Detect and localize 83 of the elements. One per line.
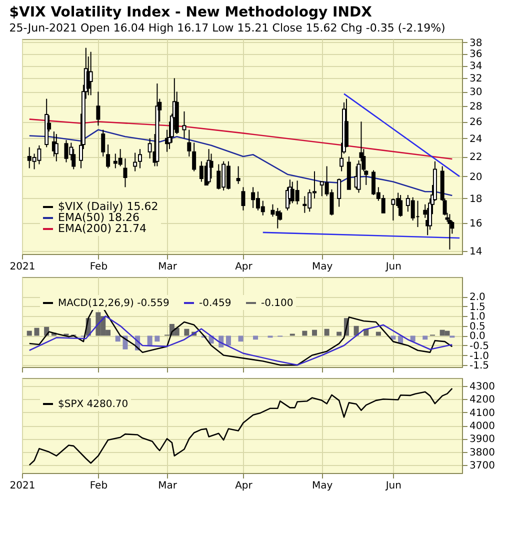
y-tick-label: 1.5	[470, 302, 486, 313]
bar	[376, 332, 381, 336]
candlestick	[54, 134, 58, 162]
y-tick-label: 1.0	[470, 312, 486, 323]
bar	[312, 330, 318, 336]
y-tick-label: 4200	[470, 394, 495, 406]
y-tick-label: 24	[470, 134, 482, 145]
y-tick-label: 4000	[470, 421, 495, 432]
line-series	[28, 118, 453, 160]
x-tick-label: Mar	[158, 480, 178, 492]
candlestick	[236, 166, 240, 184]
candlestick	[101, 129, 106, 158]
line-series	[28, 388, 453, 466]
bar	[336, 332, 342, 336]
x-tick-label: Mar	[158, 262, 178, 272]
y-tick-label: 26	[470, 117, 482, 128]
y-tick-label: -1.0	[470, 350, 490, 362]
bar	[253, 336, 258, 340]
x-tick-label: May	[312, 262, 333, 272]
candlestick	[138, 148, 142, 169]
bar	[184, 328, 190, 336]
bar	[238, 336, 244, 342]
candlestick	[96, 91, 100, 126]
bar	[154, 336, 160, 342]
y-tick-label: -1.5	[470, 360, 490, 372]
line-series	[28, 315, 453, 366]
y-tick-label: 3800	[470, 447, 495, 458]
bar	[226, 336, 231, 346]
legend-label: EMA(200) 21.74	[58, 222, 147, 235]
y-tick-label: 4100	[470, 408, 495, 419]
bar	[422, 336, 428, 340]
x-tick-label: Apr	[235, 262, 254, 272]
candlestick	[187, 129, 192, 158]
x-tick-label: May	[312, 480, 333, 492]
candlestick	[192, 142, 196, 172]
y-tick-label: 20	[470, 172, 482, 183]
bar	[324, 328, 330, 336]
y-tick-label: 0.5	[470, 321, 486, 332]
y-tick-label: 36	[470, 49, 482, 60]
x-tick-label: 2021	[10, 480, 36, 492]
x-tick-label: 2021	[10, 262, 36, 272]
y-tick-label: 38	[470, 38, 482, 49]
y-tick-label: 14	[470, 246, 482, 258]
y-tick-label: 32	[470, 74, 482, 85]
y-tick-label: 22	[470, 152, 482, 164]
legend-label: $VIX (Daily) 15.62	[58, 200, 158, 213]
bar	[34, 328, 40, 336]
candlestick	[241, 186, 246, 211]
candlestick	[398, 194, 403, 218]
y-tick-label: 3700	[470, 460, 495, 472]
candlestick	[133, 152, 138, 172]
candlestick	[106, 144, 110, 169]
legend-label: -0.459	[199, 298, 232, 309]
y-tick-label: 28	[470, 102, 482, 113]
series-label: MACD(12,26,9) -0.559	[58, 298, 170, 309]
x-tick-label: Feb	[90, 262, 108, 272]
y-tick-label: 34	[470, 61, 482, 72]
x-tick-label: Jun	[384, 480, 402, 492]
x-tick-label: Apr	[235, 480, 254, 492]
legend-label: -0.100	[261, 298, 294, 309]
y-tick-label: 2.0	[470, 292, 486, 304]
legend-label: EMA(50) 18.26	[58, 211, 140, 224]
x-tick-label: Feb	[90, 480, 108, 492]
y-tick-label: 16	[470, 218, 482, 230]
y-tick-label: 3900	[470, 434, 495, 446]
candlestick	[182, 110, 186, 139]
bar	[115, 336, 120, 342]
chart-title: $VIX Volatility Index - New Methodology INDX	[9, 4, 372, 20]
bar	[26, 330, 32, 336]
y-tick-label: 18	[470, 194, 482, 205]
y-tick-label: 4300	[470, 381, 495, 392]
candlestick	[123, 158, 128, 188]
bar	[390, 336, 396, 340]
candlestick	[337, 178, 342, 208]
bar	[410, 336, 416, 342]
bar	[147, 336, 152, 346]
bar	[302, 330, 308, 336]
chart-subtitle: 25-Jun-2021 Open 16.04 High 16.17 Low 15.21 Close 15.62 Chg -0.35 (-2.19%)	[9, 21, 446, 34]
y-tick-label: 30	[470, 87, 482, 98]
y-tick-label: -0.5	[470, 340, 490, 352]
legend-label: $SPX 4280.70	[58, 399, 128, 410]
y-tick-label: 0.0	[470, 331, 486, 342]
x-tick-label: Jun	[384, 262, 402, 272]
